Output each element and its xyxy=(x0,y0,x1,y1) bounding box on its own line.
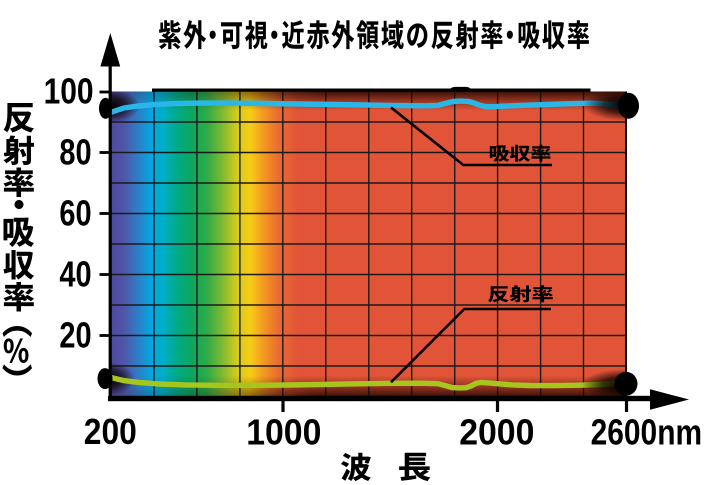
svg-text:1000: 1000 xyxy=(246,411,321,452)
svg-text:60: 60 xyxy=(59,192,91,233)
svg-text:2000: 2000 xyxy=(459,411,534,452)
svg-text:80: 80 xyxy=(59,131,91,172)
svg-text:2600nm: 2600nm xyxy=(591,411,703,452)
svg-text:40: 40 xyxy=(59,253,91,294)
svg-text:20: 20 xyxy=(59,314,91,355)
svg-text:200: 200 xyxy=(84,411,137,452)
svg-text:100: 100 xyxy=(44,71,94,112)
